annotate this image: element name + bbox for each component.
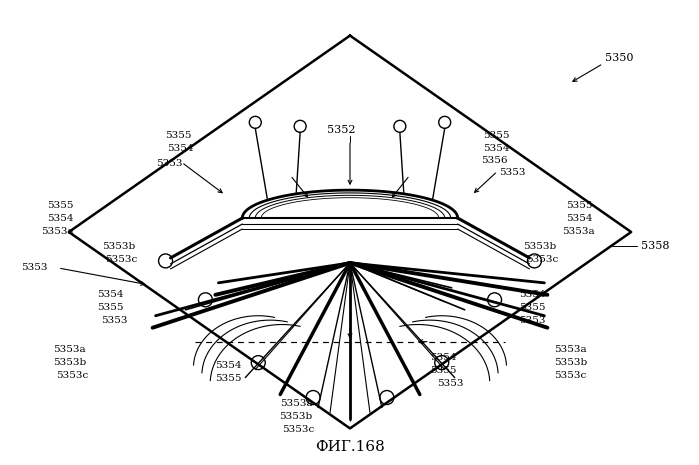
Text: 5350: 5350 (605, 53, 634, 62)
Text: 5353a: 5353a (563, 226, 595, 235)
Text: 5355: 5355 (215, 374, 242, 383)
Text: 5355: 5355 (519, 303, 546, 312)
Text: 5353b: 5353b (53, 358, 86, 367)
Text: 5353c: 5353c (105, 255, 137, 265)
Text: 5353c: 5353c (554, 371, 586, 380)
Text: 5355: 5355 (566, 200, 593, 210)
Text: 5353: 5353 (156, 159, 182, 168)
Text: 5353b: 5353b (280, 412, 312, 421)
Text: 5353b: 5353b (554, 358, 588, 367)
Text: 5353: 5353 (519, 316, 546, 325)
Text: 5353a: 5353a (280, 399, 312, 408)
Text: 5353a: 5353a (53, 345, 85, 354)
Text: 5355: 5355 (482, 131, 509, 140)
Text: 5354: 5354 (168, 144, 194, 153)
Text: 5353a: 5353a (41, 226, 73, 235)
Text: 5354: 5354 (519, 290, 546, 299)
Text: 5353c: 5353c (56, 371, 88, 380)
Text: 5353: 5353 (21, 263, 48, 272)
Text: 5355: 5355 (47, 200, 73, 210)
Text: 5355: 5355 (166, 131, 192, 140)
Text: 5356: 5356 (481, 156, 507, 165)
Text: 5353c: 5353c (526, 255, 559, 265)
Text: 5353a: 5353a (554, 345, 587, 354)
Text: 5353b: 5353b (524, 242, 556, 252)
Text: 5354: 5354 (566, 213, 593, 223)
Text: 5353b: 5353b (102, 242, 135, 252)
Text: 5355: 5355 (430, 366, 456, 375)
Text: 5354: 5354 (96, 290, 123, 299)
Text: 5353: 5353 (500, 168, 526, 177)
Text: 5353: 5353 (101, 316, 127, 325)
Text: 5354: 5354 (482, 144, 509, 153)
Text: 5355: 5355 (96, 303, 123, 312)
Text: 5358: 5358 (641, 241, 670, 251)
Text: 5353: 5353 (437, 379, 463, 388)
Text: 5354: 5354 (430, 353, 456, 362)
Text: ФИГ.168: ФИГ.168 (315, 440, 385, 454)
Text: 5352: 5352 (326, 125, 355, 135)
Text: 5353c: 5353c (282, 425, 315, 434)
Text: 5354: 5354 (47, 213, 73, 223)
Text: 5354: 5354 (215, 361, 242, 370)
